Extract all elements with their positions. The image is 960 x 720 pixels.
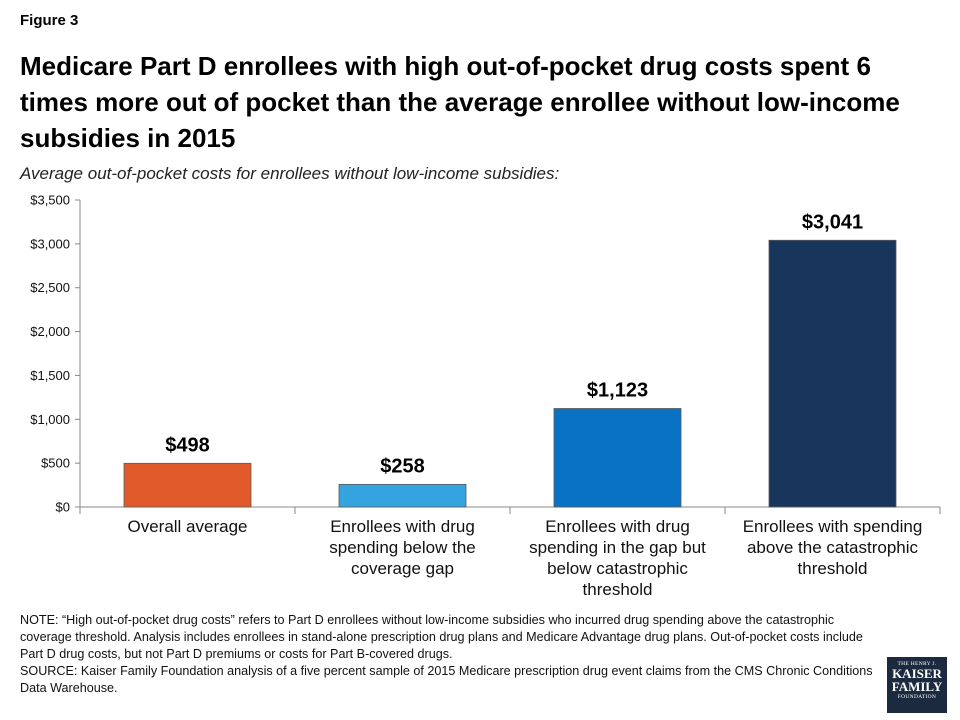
y-tick-label: $1,000: [30, 412, 70, 427]
bar-chart: $0 $500 $1,000 $1,500 $2,000 $2,500 $3,000 $3,5…: [30, 193, 941, 515]
x-category-label-line: Enrollees with drug: [330, 517, 475, 536]
footnote: NOTE: “High out-of-pocket drug costs” re…: [20, 612, 880, 697]
x-category-label-line: below catastrophic: [547, 559, 688, 578]
x-category-label-line: threshold: [797, 559, 868, 578]
chart-subtitle: Average out-of-pocket costs for enrollee…: [20, 164, 560, 183]
x-category-label: Enrollees with drug spending in the gap b…: [510, 516, 725, 600]
y-tick-label: $3,000: [30, 236, 70, 251]
y-tick-label: $1,500: [30, 368, 70, 383]
y-tick-label: $0: [56, 500, 70, 515]
x-category-label-line: threshold: [582, 580, 653, 599]
y-tick-label: $2,500: [30, 280, 70, 295]
x-category-label-line: Enrollees with spending: [742, 517, 923, 536]
kff-logo: THE HENRY J. KAISER FAMILY FOUNDATION: [887, 657, 947, 713]
y-tick-label: $500: [41, 456, 70, 471]
data-label: $3,041: [802, 211, 863, 233]
x-category-label-line: above the catastrophic: [746, 538, 919, 557]
chart-title: Medicare Part D enrollees with high out-…: [20, 51, 900, 153]
x-category-label: Enrollees with spending above the catastr…: [725, 516, 940, 579]
source-text: SOURCE: Kaiser Family Foundation analysi…: [20, 664, 873, 695]
bar: [553, 408, 682, 508]
x-category-label: Enrollees with drug spending below the cov…: [295, 516, 510, 579]
y-tick-label: $2,000: [30, 324, 70, 339]
x-category-label: Overall average: [80, 516, 295, 537]
x-category-label-line: Enrollees with drug: [545, 517, 690, 536]
logo-line-3: FAMILY: [891, 679, 943, 694]
y-tick-label: $3,500: [30, 193, 70, 208]
logo-line-2: KAISER: [892, 666, 942, 681]
note-text: NOTE: “High out-of-pocket drug costs” re…: [20, 613, 863, 661]
data-label: $1,123: [587, 379, 648, 401]
bar: [768, 239, 897, 508]
bar: [123, 462, 252, 508]
x-category-label-line: spending below the: [329, 538, 476, 557]
data-label: $258: [380, 455, 425, 477]
figure-label: Figure 3: [20, 12, 79, 29]
x-category-label-line: coverage gap: [350, 559, 455, 578]
data-label: $498: [165, 434, 210, 456]
logo-line-4: FOUNDATION: [897, 694, 937, 700]
logo-line-1: THE HENRY J.: [897, 661, 937, 667]
bar: [338, 483, 467, 508]
x-category-label-line: Overall average: [127, 517, 248, 536]
x-category-label-line: spending in the gap but: [529, 538, 706, 557]
